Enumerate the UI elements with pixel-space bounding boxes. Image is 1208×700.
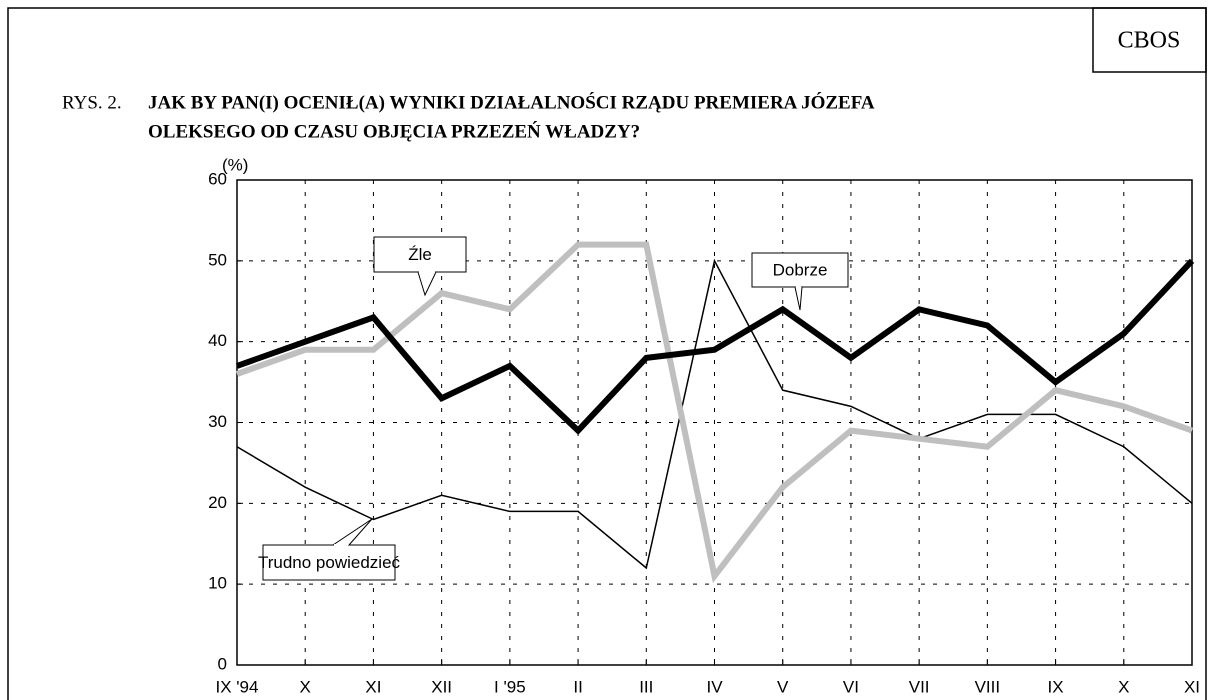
- callout-box: [751, 252, 849, 288]
- x-tick-label: X: [1118, 677, 1129, 696]
- x-tick-label: XI: [1184, 677, 1200, 696]
- line-series: [235, 258, 1195, 435]
- chart-title: JAK BY PAN(I) OCENIŁ(A) WYNIKI DZIAŁALNO…: [148, 91, 875, 113]
- y-tick-label: 40: [208, 331, 227, 350]
- x-tick-label: II: [573, 677, 582, 696]
- x-tick-label: V: [777, 677, 789, 696]
- x-tick-label: IX '94: [216, 677, 259, 696]
- figure-number: RYS. 2.: [62, 92, 122, 113]
- x-tick-label: X: [300, 677, 311, 696]
- x-tick-label: VIII: [975, 677, 1001, 696]
- line-series: [236, 258, 1193, 570]
- callout-box: [373, 236, 467, 273]
- x-tick-label: VI: [843, 677, 859, 696]
- x-tick-label: I '95: [494, 677, 526, 696]
- legend-label: Źle: [408, 245, 432, 264]
- y-tick-label: 60: [208, 169, 227, 188]
- frame: [7, 7, 1207, 700]
- callout-box: [262, 544, 396, 581]
- legend-label: Trudno powiedzieć: [258, 553, 401, 572]
- y-tick-label: 30: [208, 412, 227, 431]
- x-tick-label: VII: [909, 677, 930, 696]
- callout-pointer: [332, 518, 373, 546]
- corner-label: CBOS: [1118, 28, 1181, 54]
- line-series: [235, 241, 1194, 584]
- x-tick-label: III: [639, 677, 653, 696]
- callout-pointer: [794, 286, 803, 311]
- chart-title: OLEKSEGO OD CZASU OBJĘCIA PRZEZEŃ WŁADZY…: [148, 120, 640, 142]
- x-tick-label: XII: [431, 677, 452, 696]
- callout-pointer: [417, 271, 437, 297]
- corner-box: [1092, 7, 1207, 73]
- legend-label: Dobrze: [773, 260, 828, 279]
- y-tick-label: 0: [218, 654, 227, 673]
- x-tick-label: IX: [1048, 677, 1064, 696]
- x-tick-label: IV: [706, 677, 723, 696]
- y-tick-label: 20: [208, 493, 227, 512]
- x-tick-label: XI: [365, 677, 381, 696]
- y-tick-label: 50: [208, 250, 227, 269]
- y-tick-label: 10: [208, 574, 227, 593]
- y-axis-label: (%): [222, 155, 248, 174]
